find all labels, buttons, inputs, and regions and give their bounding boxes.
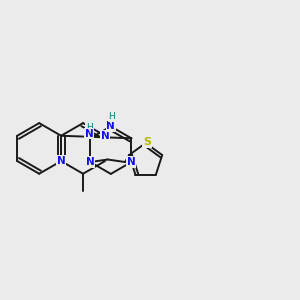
Text: N: N: [86, 157, 94, 167]
Text: N: N: [57, 156, 65, 166]
Text: N: N: [106, 122, 115, 131]
Text: N: N: [85, 129, 94, 139]
Text: H: H: [86, 123, 93, 132]
Text: N: N: [127, 157, 136, 167]
Text: N: N: [100, 131, 109, 141]
Text: S: S: [143, 137, 151, 147]
Text: H: H: [108, 112, 115, 122]
